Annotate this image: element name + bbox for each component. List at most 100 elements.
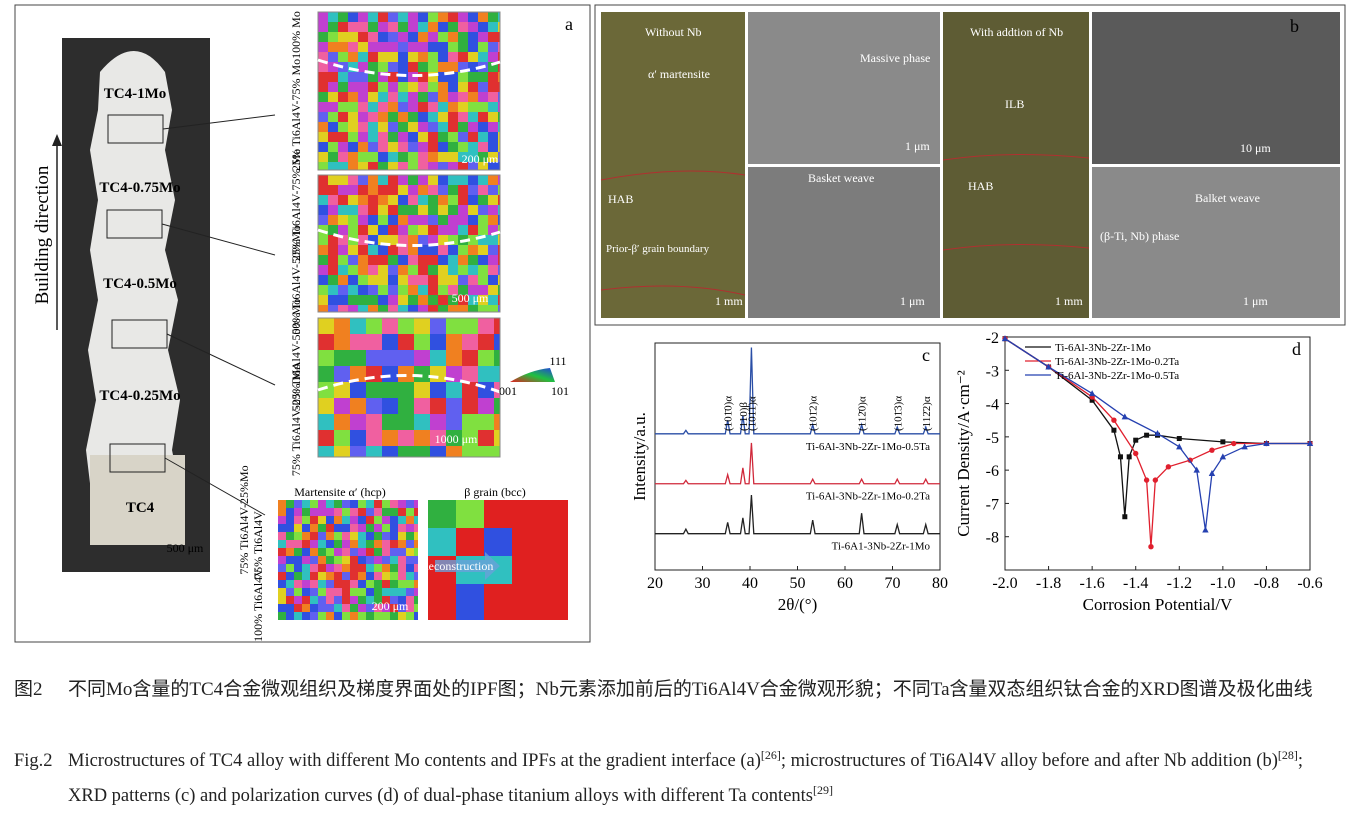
- ipf-grain: [494, 414, 500, 430]
- legend-label: Ti-6Al-3Nb-2Zr-1Mo-0.5Ta: [1055, 370, 1179, 382]
- reconstruction-arrow: [435, 552, 500, 580]
- ipf-grain: [448, 112, 458, 122]
- ipf-grain: [378, 42, 388, 52]
- ipf-grain: [446, 350, 462, 366]
- peak-label: (101̄3)α: [892, 396, 904, 431]
- ipf-grain: [388, 42, 398, 52]
- series-line: [655, 347, 940, 435]
- ipf-grain: [448, 275, 458, 285]
- ipf-grain: [358, 305, 368, 312]
- ipf-grain: [338, 42, 348, 52]
- ipf-grain: [448, 132, 458, 142]
- ipf-grain: [484, 500, 512, 528]
- ipf-grain: [398, 72, 408, 82]
- ipf-grain: [468, 12, 478, 22]
- ipf-grain: [388, 152, 398, 162]
- zone-label: 75% Ti6Al4V-25% Mo: [289, 364, 303, 476]
- ipf-grain: [382, 612, 390, 620]
- ipf-grain: [478, 318, 494, 334]
- ipf-grain: [328, 152, 338, 162]
- ipf-grain: [448, 32, 458, 42]
- ipf-key-label: 101: [551, 384, 569, 398]
- ipf-grain: [458, 205, 468, 215]
- ipf-grain: [418, 92, 428, 102]
- ipf-grain: [488, 275, 498, 285]
- ipf-grain: [278, 524, 286, 532]
- ipf-grain: [408, 162, 418, 170]
- ipf-grain: [338, 175, 348, 185]
- ipf-grain: [382, 508, 390, 516]
- ipf-grain: [398, 430, 414, 446]
- ipf-grain: [408, 285, 418, 295]
- ipf-grain: [368, 82, 378, 92]
- ipf-grain: [310, 548, 318, 556]
- ipf-grain: [408, 92, 418, 102]
- ipf-grain: [448, 215, 458, 225]
- image-label: HAB: [608, 192, 633, 206]
- ipf-grain: [278, 516, 286, 524]
- ipf-grain: [478, 22, 488, 32]
- connector: [161, 223, 276, 256]
- ipf-grain: [326, 532, 334, 540]
- ipf-grain: [382, 564, 390, 572]
- ipf-grain: [318, 225, 328, 235]
- ipf-grain: [478, 334, 494, 350]
- ipf-grain: [348, 112, 358, 122]
- ipf-grain: [382, 398, 398, 414]
- ipf-grain: [540, 556, 568, 584]
- image-label: (β-Ti, Nb) phase: [1100, 229, 1179, 243]
- ipf-grain: [348, 245, 358, 255]
- ipf-grain: [408, 225, 418, 235]
- ipf-grain: [366, 430, 382, 446]
- ipf-grain: [382, 516, 390, 524]
- ipf-grain: [378, 285, 388, 295]
- ipf-grain: [408, 142, 418, 152]
- zone-label: 25% Ti6Al4V-75% Mo: [289, 59, 303, 171]
- ipf-grain: [286, 548, 294, 556]
- ipf-grain: [438, 12, 448, 22]
- ipf-grain: [498, 42, 500, 52]
- ipf-grain: [398, 580, 406, 588]
- ipf-grain: [318, 255, 328, 265]
- ipf-grain: [488, 185, 498, 195]
- ipf-grain: [350, 430, 366, 446]
- ipf-grain: [414, 612, 418, 620]
- marker: [1209, 447, 1215, 453]
- marker: [1111, 427, 1117, 433]
- ipf-grain: [350, 540, 358, 548]
- interface-line: [317, 58, 501, 394]
- ipf-grain: [318, 366, 334, 382]
- ipf-grain: [334, 366, 350, 382]
- ipf-grain: [388, 32, 398, 42]
- panel-label: b: [1290, 16, 1299, 36]
- ipf-grain: [378, 122, 388, 132]
- ipf-grain: [382, 540, 390, 548]
- ipf-grain: [438, 195, 448, 205]
- series-label: Ti-6Al-3Nb-2Zr-1Mo-0.5Ta: [806, 441, 930, 453]
- ipf-grain: [388, 205, 398, 215]
- ipf-grain: [458, 132, 468, 142]
- ipf-grain: [390, 580, 398, 588]
- ipf-grain: [350, 508, 358, 516]
- ipf-grain: [318, 580, 326, 588]
- ipf-grain: [342, 508, 350, 516]
- zone-label: 50% Ti6Al4V-50% Mo: [289, 299, 303, 411]
- ipf-grain: [378, 255, 388, 265]
- ipf-grain: [448, 185, 458, 195]
- peak-label: (101̄2)α: [808, 396, 820, 431]
- ipf-grain: [338, 102, 348, 112]
- zone-label: 25% Ti6Al4V-75% Mo: [289, 149, 303, 261]
- ipf-grain: [278, 540, 286, 548]
- ipf-grain: [398, 142, 408, 152]
- ipf-grain: [286, 612, 294, 620]
- ipf-grain: [368, 22, 378, 32]
- ipf-grain: [468, 162, 478, 170]
- ipf-grain: [498, 142, 500, 152]
- ipf-grain: [358, 142, 368, 152]
- ipf-grain: [278, 500, 286, 508]
- ipf-grain: [418, 185, 428, 195]
- ipf-grain: [318, 142, 328, 152]
- ipf-grain: [378, 205, 388, 215]
- ipf-grain: [458, 245, 468, 255]
- ipf-grain: [458, 275, 468, 285]
